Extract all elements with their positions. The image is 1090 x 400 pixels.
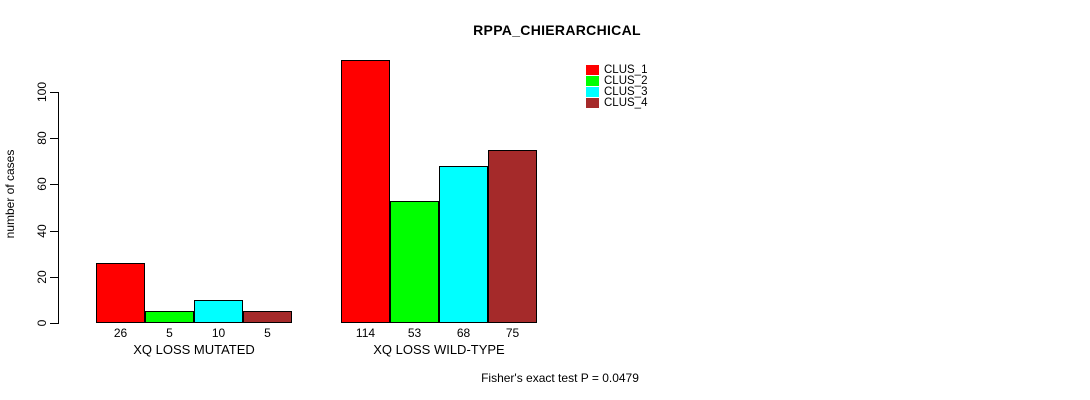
bar-value-label: 75 bbox=[505, 326, 520, 340]
legend-swatch bbox=[586, 76, 599, 86]
bar-value-label: 68 bbox=[456, 326, 471, 340]
y-axis-tick bbox=[50, 184, 58, 185]
y-axis-tick bbox=[50, 323, 58, 324]
annotation-text: Fisher's exact test P = 0.0479 bbox=[481, 371, 639, 385]
y-axis-tick-label: 60 bbox=[35, 177, 49, 191]
bar-value-label: 26 bbox=[113, 326, 128, 340]
bar-value-label: 114 bbox=[355, 326, 376, 340]
y-axis-tick-label: 80 bbox=[35, 131, 49, 145]
y-axis-line bbox=[58, 92, 59, 324]
legend-item-label: CLUS_2 bbox=[604, 75, 648, 87]
legend-item-label: CLUS_4 bbox=[604, 97, 648, 109]
bar-value-label: 53 bbox=[407, 326, 422, 340]
legend-swatch bbox=[586, 98, 599, 108]
legend-item-label: CLUS_3 bbox=[604, 86, 648, 98]
bar bbox=[488, 150, 537, 323]
bar bbox=[96, 263, 145, 323]
bar bbox=[145, 311, 194, 323]
y-axis-tick bbox=[50, 231, 58, 232]
bar bbox=[390, 201, 439, 323]
legend-swatch bbox=[586, 87, 599, 97]
y-axis-tick bbox=[50, 138, 58, 139]
y-axis-tick bbox=[50, 92, 58, 93]
bar bbox=[194, 300, 243, 323]
bar-value-label: 5 bbox=[166, 326, 173, 340]
bar bbox=[341, 60, 390, 323]
bar-value-label: 10 bbox=[211, 326, 226, 340]
y-axis-tick bbox=[50, 277, 58, 278]
bar-value-label: 5 bbox=[264, 326, 271, 340]
bar bbox=[439, 166, 488, 323]
bar bbox=[243, 311, 292, 323]
x-axis-category-label: XQ LOSS WILD-TYPE bbox=[373, 342, 505, 357]
y-axis-tick-label: 40 bbox=[35, 224, 49, 238]
y-axis-title: number of cases bbox=[3, 149, 17, 239]
y-axis-tick-label: 0 bbox=[35, 319, 49, 327]
legend-item-label: CLUS_1 bbox=[604, 64, 648, 76]
y-axis-tick-label: 20 bbox=[35, 270, 49, 284]
x-axis-category-label: XQ LOSS MUTATED bbox=[133, 342, 255, 357]
y-axis-tick-label: 100 bbox=[35, 81, 49, 103]
chart-title: RPPA_CHIERARCHICAL bbox=[473, 22, 641, 38]
legend-swatch bbox=[586, 65, 599, 75]
